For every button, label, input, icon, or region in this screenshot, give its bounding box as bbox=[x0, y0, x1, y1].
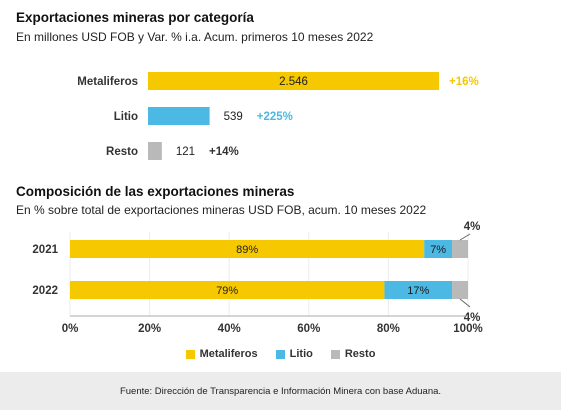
x-tick-label-0: 0% bbox=[62, 323, 79, 335]
legend-item-resto: Resto bbox=[330, 348, 376, 360]
chart1-plot: Metaliferos 2.546 +16% Litio 539 +225% Resto 12… bbox=[77, 72, 479, 160]
category-label-litio: Litio bbox=[114, 111, 138, 123]
stack-label-litio-2022: 17% bbox=[407, 285, 429, 297]
x-tick-label-40: 40% bbox=[218, 323, 241, 335]
category-label-metaliferos: Metaliferos bbox=[77, 76, 138, 88]
legend-label-metaliferos: Metaliferos bbox=[199, 348, 258, 360]
chart2-subtitle: En % sobre total de exportaciones minera… bbox=[16, 203, 427, 217]
chart1-subtitle: En millones USD FOB y Var. % i.a. Acum. … bbox=[16, 30, 374, 44]
value-label-resto: 121 bbox=[176, 146, 195, 158]
callout-line-resto-2022 bbox=[459, 298, 471, 308]
category-label-resto: Resto bbox=[106, 146, 138, 158]
callout-line-resto-2021 bbox=[459, 233, 471, 241]
stack-label-metaliferos-2022: 79% bbox=[216, 285, 238, 297]
legend-swatch-resto bbox=[330, 349, 340, 359]
change-label-litio: +225% bbox=[257, 111, 293, 123]
legend-item-metaliferos: Metaliferos bbox=[185, 348, 258, 360]
bar-metaliferos bbox=[148, 72, 439, 90]
stack-metaliferos-2021 bbox=[70, 240, 425, 258]
change-label-resto: +14% bbox=[209, 146, 239, 158]
chart2-title: Composición de las exportaciones mineras bbox=[16, 184, 295, 199]
legend-swatch-metaliferos bbox=[185, 349, 195, 359]
x-tick-label-100: 100% bbox=[453, 323, 482, 335]
stack-resto-2022 bbox=[452, 281, 468, 299]
x-tick-label-20: 20% bbox=[138, 323, 161, 335]
year-label-2021: 2021 bbox=[32, 244, 58, 256]
legend-swatch-litio bbox=[275, 349, 285, 359]
stack-label-resto-2021: 4% bbox=[464, 221, 481, 233]
change-label-metaliferos: +16% bbox=[449, 76, 479, 88]
bar-litio bbox=[148, 107, 210, 125]
stack-resto-2021 bbox=[452, 240, 468, 258]
x-tick-label-60: 60% bbox=[297, 323, 320, 335]
stack-litio-2021 bbox=[424, 240, 453, 258]
stack-label-litio-2021: 7% bbox=[430, 244, 446, 256]
stack-label-metaliferos-2021: 89% bbox=[236, 244, 258, 256]
stack-metaliferos-2022 bbox=[70, 281, 385, 299]
legend-item-litio: Litio bbox=[275, 348, 313, 360]
value-label-metaliferos: 2.546 bbox=[279, 76, 308, 88]
bar-resto bbox=[148, 142, 162, 160]
chart2-legend: Metaliferos Litio Resto bbox=[0, 345, 561, 363]
chart1-title: Exportaciones mineras por categoría bbox=[16, 10, 254, 25]
source-footer: Fuente: Dirección de Transparencia e Inf… bbox=[0, 372, 561, 410]
stack-label-resto-2022: 4% bbox=[464, 312, 481, 324]
legend-label-litio: Litio bbox=[289, 348, 313, 360]
x-tick-label-80: 80% bbox=[377, 323, 400, 335]
legend-label-resto: Resto bbox=[344, 348, 376, 360]
value-label-litio: 539 bbox=[224, 111, 243, 123]
chart2-plot: 2021 89% 7% 4% 2022 79% 17% 4% 0% 20% 40% 60% 80% 100… bbox=[32, 221, 482, 335]
year-label-2022: 2022 bbox=[32, 285, 58, 297]
stack-litio-2022 bbox=[384, 281, 453, 299]
